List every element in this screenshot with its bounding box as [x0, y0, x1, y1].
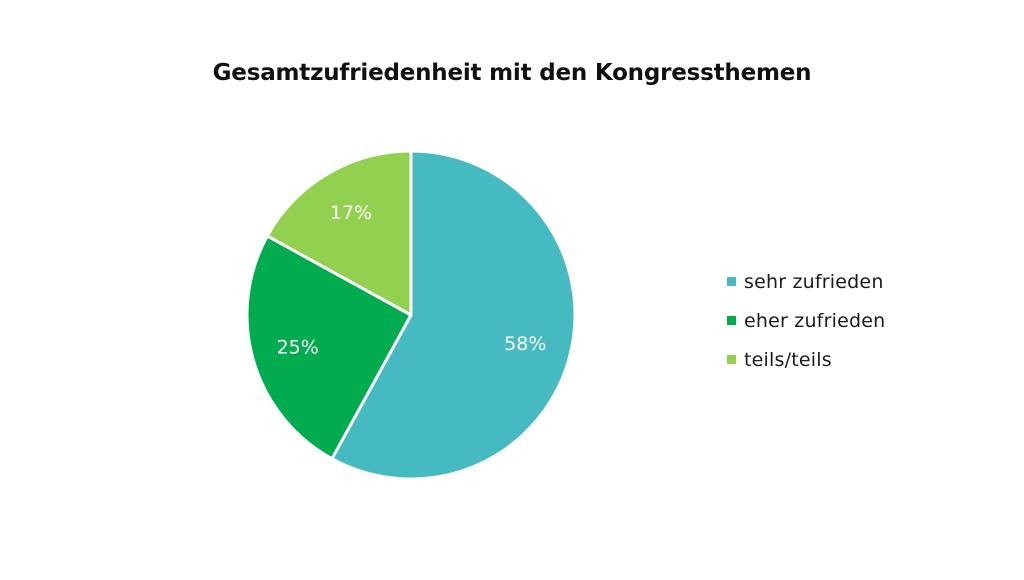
pie-slice-2 — [245, 234, 413, 461]
pie-slice-3 — [265, 149, 413, 317]
pie-slice-1 — [330, 149, 577, 481]
legend-item-eher-zufrieden: eher zufrieden — [727, 301, 885, 340]
data-label-3: 17% — [330, 202, 372, 224]
legend: sehr zufrieden eher zufrieden teils/teil… — [727, 262, 885, 379]
chart-title: Gesamtzufriedenheit mit den Kongressthem… — [212, 60, 812, 86]
legend-label: sehr zufrieden — [744, 270, 884, 293]
legend-swatch — [727, 277, 736, 286]
legend-item-sehr-zufrieden: sehr zufrieden — [727, 262, 885, 301]
data-label-1: 58% — [504, 333, 546, 355]
legend-item-teils-teils: teils/teils — [727, 340, 885, 379]
legend-swatch — [727, 316, 736, 325]
legend-label: eher zufrieden — [744, 309, 886, 332]
legend-swatch — [727, 355, 736, 364]
legend-label: teils/teils — [744, 348, 832, 371]
data-label-2: 25% — [277, 336, 319, 358]
